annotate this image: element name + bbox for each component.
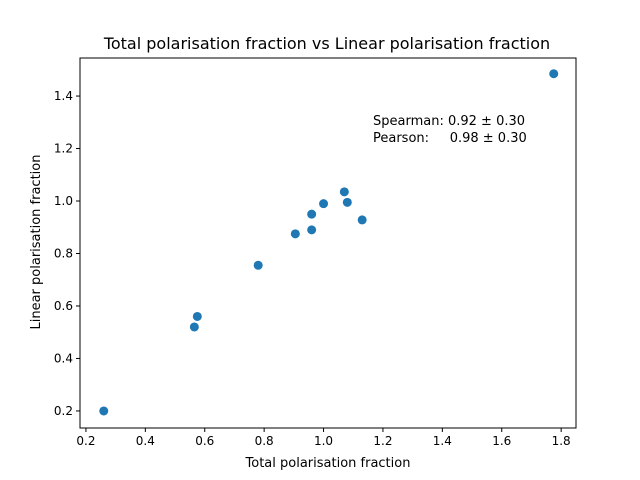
y-tick-label: 0.2 bbox=[54, 404, 73, 418]
x-tick-label: 1.0 bbox=[314, 434, 333, 448]
x-axis-label: Total polarisation fraction bbox=[245, 456, 411, 471]
pearson-annotation: Pearson: 0.98 ± 0.30 bbox=[373, 131, 527, 146]
data-point bbox=[307, 225, 317, 235]
x-tick-label: 1.2 bbox=[373, 434, 392, 448]
x-tick-label: 1.6 bbox=[492, 434, 511, 448]
y-tick-label: 1.2 bbox=[54, 142, 73, 156]
y-axis-label: Linear polarisation fraction bbox=[29, 155, 44, 330]
plot-area: 0.2 0.4 0.6 0.8 1.0 1.2 1.4 1.6 1.8 0.2 0.4 0.6 0.8 1… bbox=[54, 57, 577, 448]
y-tick-label: 0.6 bbox=[54, 299, 73, 313]
spearman-annotation: Spearman: 0.92 ± 0.30 bbox=[373, 114, 525, 129]
y-tick-label: 0.8 bbox=[54, 246, 73, 260]
data-point bbox=[290, 229, 300, 239]
chart-title: Total polarisation fraction vs Linear po… bbox=[103, 34, 550, 53]
data-point bbox=[339, 187, 349, 197]
data-point bbox=[307, 209, 317, 219]
data-point bbox=[253, 260, 263, 270]
x-tick-label: 0.8 bbox=[255, 434, 274, 448]
data-point bbox=[99, 406, 109, 416]
x-tick-label: 1.8 bbox=[552, 434, 571, 448]
data-point bbox=[342, 197, 352, 207]
x-tick-label: 0.2 bbox=[76, 434, 95, 448]
data-point bbox=[357, 215, 367, 225]
data-point bbox=[189, 322, 199, 332]
data-point bbox=[549, 69, 559, 79]
y-tick-label: 0.4 bbox=[54, 351, 73, 365]
x-tick-label: 0.4 bbox=[136, 434, 155, 448]
plot-frame bbox=[79, 57, 577, 429]
data-point bbox=[319, 199, 329, 209]
data-point bbox=[192, 311, 202, 321]
y-tick-label: 1.0 bbox=[54, 194, 73, 208]
x-tick-label: 1.4 bbox=[433, 434, 452, 448]
y-tick-label: 1.4 bbox=[54, 89, 73, 103]
x-tick-label: 0.6 bbox=[195, 434, 214, 448]
